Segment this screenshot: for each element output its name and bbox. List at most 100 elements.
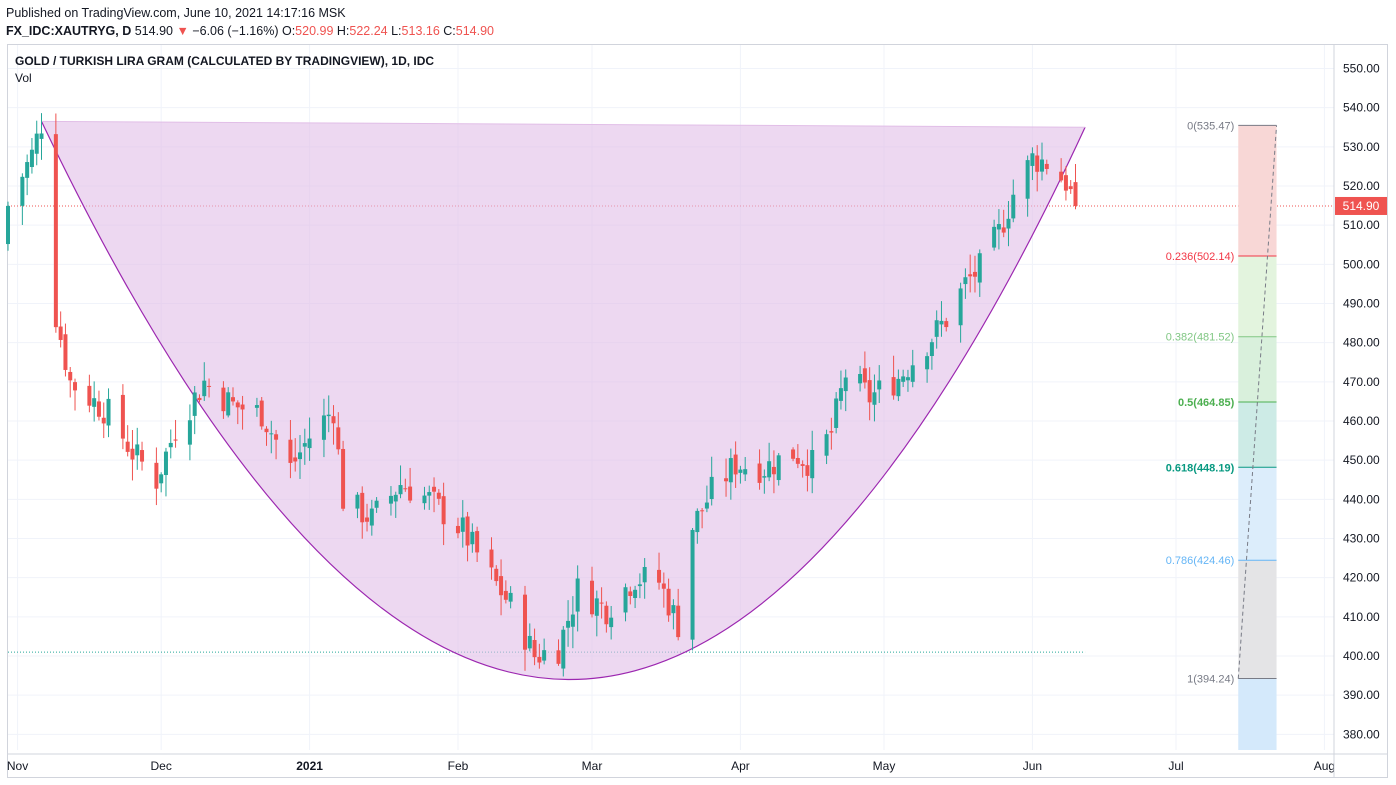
candle-body bbox=[862, 368, 867, 383]
candle-body bbox=[254, 405, 259, 408]
candle-body bbox=[1006, 218, 1011, 229]
candle-body bbox=[336, 427, 341, 450]
volume-label: Vol bbox=[15, 71, 32, 85]
candle-body bbox=[1068, 186, 1073, 190]
fib-zone bbox=[1238, 336, 1277, 403]
chart-frame[interactable] bbox=[7, 44, 1388, 778]
candle-body bbox=[341, 448, 346, 509]
candle-body bbox=[422, 495, 427, 504]
chart-title: GOLD / TURKISH LIRA GRAM (CALCULATED BY … bbox=[15, 54, 434, 68]
candle-body bbox=[700, 510, 705, 512]
candle-body bbox=[795, 458, 800, 464]
candle-body bbox=[637, 584, 642, 587]
candle-body bbox=[96, 401, 101, 417]
candle-body bbox=[135, 444, 140, 456]
candle-body bbox=[1073, 182, 1078, 206]
y-tick-label: 380.00 bbox=[1343, 727, 1380, 741]
candle-body bbox=[834, 398, 839, 428]
candle-body bbox=[800, 464, 805, 466]
candle-body bbox=[1063, 175, 1068, 191]
candle-body bbox=[1025, 160, 1030, 199]
candle-body bbox=[556, 650, 561, 664]
candle-body bbox=[369, 508, 374, 526]
candle-body bbox=[896, 378, 901, 397]
candle-body bbox=[542, 650, 547, 661]
candle-body bbox=[939, 320, 944, 325]
last-price-value: 514.90 bbox=[134, 24, 173, 38]
y-tick-label: 490.00 bbox=[1343, 297, 1380, 311]
candle-body bbox=[992, 226, 997, 248]
candle-body bbox=[733, 454, 738, 475]
candle-body bbox=[724, 478, 729, 482]
candle-body bbox=[73, 382, 78, 391]
candle-body bbox=[522, 594, 527, 650]
candle-body bbox=[1001, 227, 1006, 233]
high-value: 522.24 bbox=[349, 24, 388, 38]
candle-body bbox=[365, 517, 370, 522]
candle-body bbox=[465, 516, 470, 546]
candle-body bbox=[207, 385, 212, 387]
candle-body bbox=[642, 566, 647, 583]
candle-body bbox=[192, 392, 197, 416]
candle-body bbox=[944, 321, 949, 328]
open-label: O: bbox=[281, 24, 296, 38]
fib-zone bbox=[1238, 125, 1277, 256]
candle-body bbox=[63, 334, 68, 370]
x-tick-label: Apr bbox=[731, 759, 750, 773]
fib-level-label: 1(394.24) bbox=[1187, 674, 1234, 686]
candle-body bbox=[963, 277, 968, 285]
price-series bbox=[6, 113, 1078, 677]
x-tick-label: Feb bbox=[448, 759, 469, 773]
candle-body bbox=[623, 587, 628, 613]
candle-body bbox=[230, 397, 235, 402]
candle-body bbox=[728, 458, 733, 483]
candle-body bbox=[977, 253, 982, 283]
candle-body bbox=[269, 433, 274, 435]
candle-body bbox=[877, 380, 882, 390]
candle-body bbox=[757, 463, 762, 483]
candle-body bbox=[388, 495, 393, 504]
candle-body bbox=[274, 434, 279, 440]
cup-pattern bbox=[40, 120, 1086, 680]
candle-body bbox=[671, 605, 676, 614]
y-tick-label: 550.00 bbox=[1343, 62, 1380, 76]
x-tick-label: 2021 bbox=[296, 759, 323, 773]
close-label: C: bbox=[443, 24, 456, 38]
open-value: 520.99 bbox=[295, 24, 334, 38]
candle-body bbox=[791, 449, 796, 459]
candle-body bbox=[776, 455, 781, 481]
candle-body bbox=[824, 434, 829, 456]
candle-body bbox=[302, 443, 307, 447]
y-tick-label: 520.00 bbox=[1343, 179, 1380, 193]
candle-body bbox=[307, 438, 312, 449]
y-tick-label: 430.00 bbox=[1343, 532, 1380, 546]
candle-body bbox=[331, 416, 336, 424]
candle-body bbox=[561, 629, 566, 669]
candle-body bbox=[403, 488, 408, 490]
cup-rim-line bbox=[41, 120, 1086, 128]
candle-body bbox=[838, 388, 843, 401]
fib-trend-line bbox=[1237, 125, 1278, 679]
candle-body bbox=[168, 442, 173, 448]
candle-body bbox=[901, 376, 906, 382]
candle-body bbox=[929, 342, 934, 357]
candle-body bbox=[34, 133, 39, 154]
candle-body bbox=[398, 485, 403, 495]
candle-body bbox=[508, 592, 513, 602]
x-tick-label: Nov bbox=[7, 759, 28, 773]
candle-body bbox=[958, 288, 963, 326]
x-tick-label: Aug bbox=[1314, 759, 1335, 773]
candle-body bbox=[503, 590, 508, 600]
candle-body bbox=[432, 486, 437, 492]
x-tick-label: Jun bbox=[1023, 759, 1042, 773]
candle-body bbox=[20, 176, 25, 206]
candle-body bbox=[499, 576, 504, 596]
x-tick-label: Dec bbox=[151, 759, 172, 773]
change-value: −6.06 (−1.16%) bbox=[192, 24, 279, 38]
x-tick-label: Jul bbox=[1168, 759, 1183, 773]
y-tick-label: 500.00 bbox=[1343, 257, 1380, 271]
candle-body bbox=[805, 465, 810, 476]
candle-body bbox=[996, 224, 1001, 230]
candle-body bbox=[53, 134, 58, 328]
